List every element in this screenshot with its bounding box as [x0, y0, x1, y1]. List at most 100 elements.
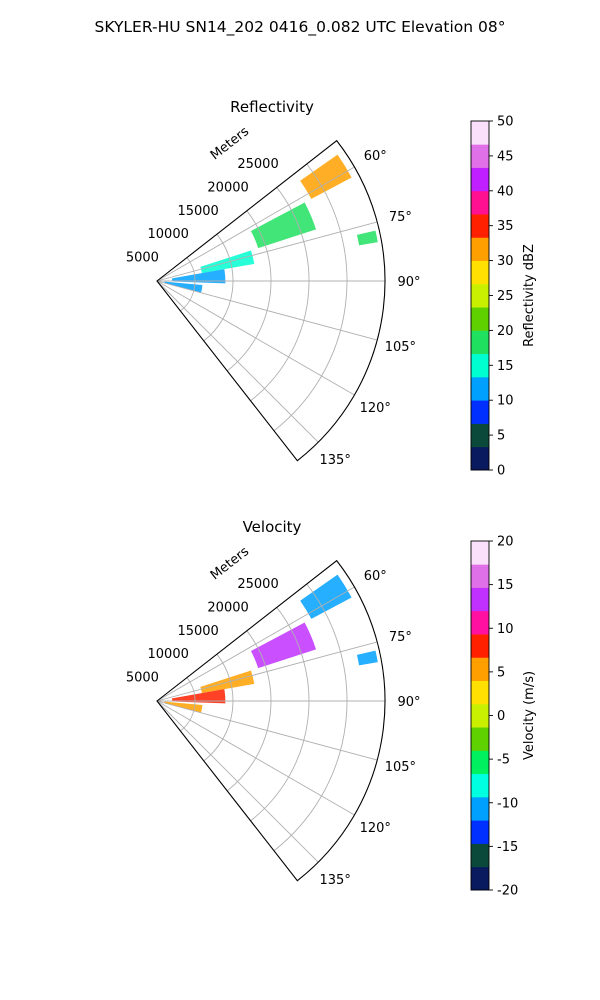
- colorbar-tick-label: 10: [497, 394, 514, 409]
- angle-tick-label: 75°: [389, 630, 412, 645]
- colorbar-tick-label: -5: [497, 753, 510, 768]
- colorbar-segment: [471, 376, 489, 401]
- angle-tick-label: 135°: [320, 453, 351, 468]
- angle-gridline-4: [156, 280, 355, 396]
- range-ring-4: [273, 163, 348, 432]
- echo-region-5: [164, 281, 203, 293]
- colorbar-segment: [471, 307, 489, 331]
- echo-region-4: [356, 650, 378, 666]
- colorbar-tick-label: 0: [497, 464, 505, 479]
- colorbar-segment: [471, 167, 489, 192]
- colorbar-tick-label: 35: [497, 219, 514, 234]
- angle-gridline-4: [156, 700, 355, 816]
- colorbar-tick-label: 15: [497, 359, 514, 374]
- range-tick-label: 20000: [207, 600, 248, 615]
- colorbar-segment: [471, 400, 489, 424]
- range-tick-label: 25000: [237, 157, 278, 172]
- colorbar-label: Velocity (m/s): [522, 671, 537, 760]
- angle-gridline-1: [156, 641, 378, 702]
- angle-gridline-1: [156, 221, 378, 282]
- colorbar-tick-label: 10: [497, 622, 514, 637]
- angle-gridline-3: [156, 280, 378, 341]
- range-ring-3: [250, 607, 310, 822]
- panel-title: Velocity: [243, 518, 302, 536]
- colorbar-segment: [471, 330, 489, 355]
- angle-gridline-5: [156, 700, 319, 863]
- colorbar-tick-label: 50: [497, 115, 514, 130]
- angle-tick-label: 105°: [385, 760, 416, 775]
- colorbar-segment: [471, 587, 489, 612]
- colorbar-segment: [471, 634, 489, 658]
- colorbar-segment: [471, 541, 489, 565]
- colorbar-tick-label: 30: [497, 254, 514, 269]
- colorbar-segment: [471, 866, 489, 891]
- angle-gridline-3: [156, 700, 378, 761]
- colorbar-segment: [471, 353, 489, 378]
- sector-outline: [156, 559, 386, 882]
- radar-panels: Reflectivity500010000150002000025000Mete…: [126, 98, 537, 899]
- echo-region-1: [250, 622, 317, 669]
- range-tick-label: 15000: [177, 204, 218, 219]
- colorbar-tick-label: -20: [497, 884, 518, 899]
- colorbar-segment: [471, 843, 489, 868]
- range-ring-0: [180, 257, 196, 312]
- colorbar-segment: [471, 190, 489, 215]
- colorbar-tick-label: 20: [497, 535, 514, 550]
- echo-region-0: [300, 574, 352, 619]
- angle-gridline-0: [156, 586, 355, 702]
- colorbar-tick-label: 5: [497, 665, 505, 680]
- colorbar-segment: [471, 214, 489, 238]
- colorbar-tick-label: 45: [497, 149, 514, 164]
- range-tick-label: 5000: [126, 671, 159, 686]
- colorbar-tick-label: -10: [497, 796, 518, 811]
- colorbar-tick-label: 25: [497, 289, 514, 304]
- colorbar-tick-label: -15: [497, 840, 518, 855]
- range-tick-label: 5000: [126, 251, 159, 266]
- figure-title: SKYLER-HU SN14_202 0416_0.082 UTC Elevat…: [95, 18, 506, 37]
- colorbar-label: Reflectivity dBZ: [522, 244, 537, 347]
- range-tick-label: 25000: [237, 577, 278, 592]
- range-ring-4: [273, 583, 348, 852]
- colorbar-segment: [471, 564, 489, 588]
- colorbar-segment: [471, 283, 489, 308]
- colorbar-tick-label: 20: [497, 324, 514, 339]
- range-ring-2: [226, 210, 272, 372]
- colorbar-segment: [471, 610, 489, 635]
- echo-region-3: [171, 269, 226, 284]
- colorbar-tick-label: 15: [497, 578, 514, 593]
- echo-region-0: [300, 154, 352, 199]
- colorbar-tick-label: 5: [497, 429, 505, 444]
- range-ring-1: [203, 653, 234, 762]
- angle-tick-label: 135°: [320, 873, 351, 888]
- colorbar-tick-label: 40: [497, 184, 514, 199]
- colorbar-tick-label: 0: [497, 709, 505, 724]
- range-tick-label: 10000: [148, 227, 189, 242]
- angle-tick-label: 120°: [360, 821, 391, 836]
- angle-tick-label: 75°: [389, 210, 412, 225]
- echo-region-4: [356, 230, 378, 246]
- colorbar-segment: [471, 703, 489, 728]
- sector-outline: [156, 139, 386, 462]
- range-tick-label: 20000: [207, 180, 248, 195]
- colorbar-segment: [471, 121, 489, 145]
- range-ring-3: [250, 187, 310, 402]
- colorbar-segment: [471, 237, 489, 261]
- colorbar-segment: [471, 820, 489, 844]
- angle-tick-label: 105°: [385, 340, 416, 355]
- echo-region-5: [164, 701, 203, 713]
- colorbar-segment: [471, 144, 489, 168]
- echo-region-3: [171, 689, 226, 704]
- echo-region-1: [250, 202, 317, 249]
- angle-tick-label: 90°: [397, 275, 420, 290]
- colorbar-segment: [471, 657, 489, 681]
- angle-gridline-5: [156, 280, 319, 443]
- colorbar-segment: [471, 446, 489, 471]
- angle-tick-label: 60°: [364, 569, 387, 584]
- range-tick-label: 15000: [177, 624, 218, 639]
- colorbar-segment: [471, 796, 489, 821]
- angle-tick-label: 90°: [397, 695, 420, 710]
- colorbar-segment: [471, 423, 489, 448]
- angle-tick-label: 120°: [360, 401, 391, 416]
